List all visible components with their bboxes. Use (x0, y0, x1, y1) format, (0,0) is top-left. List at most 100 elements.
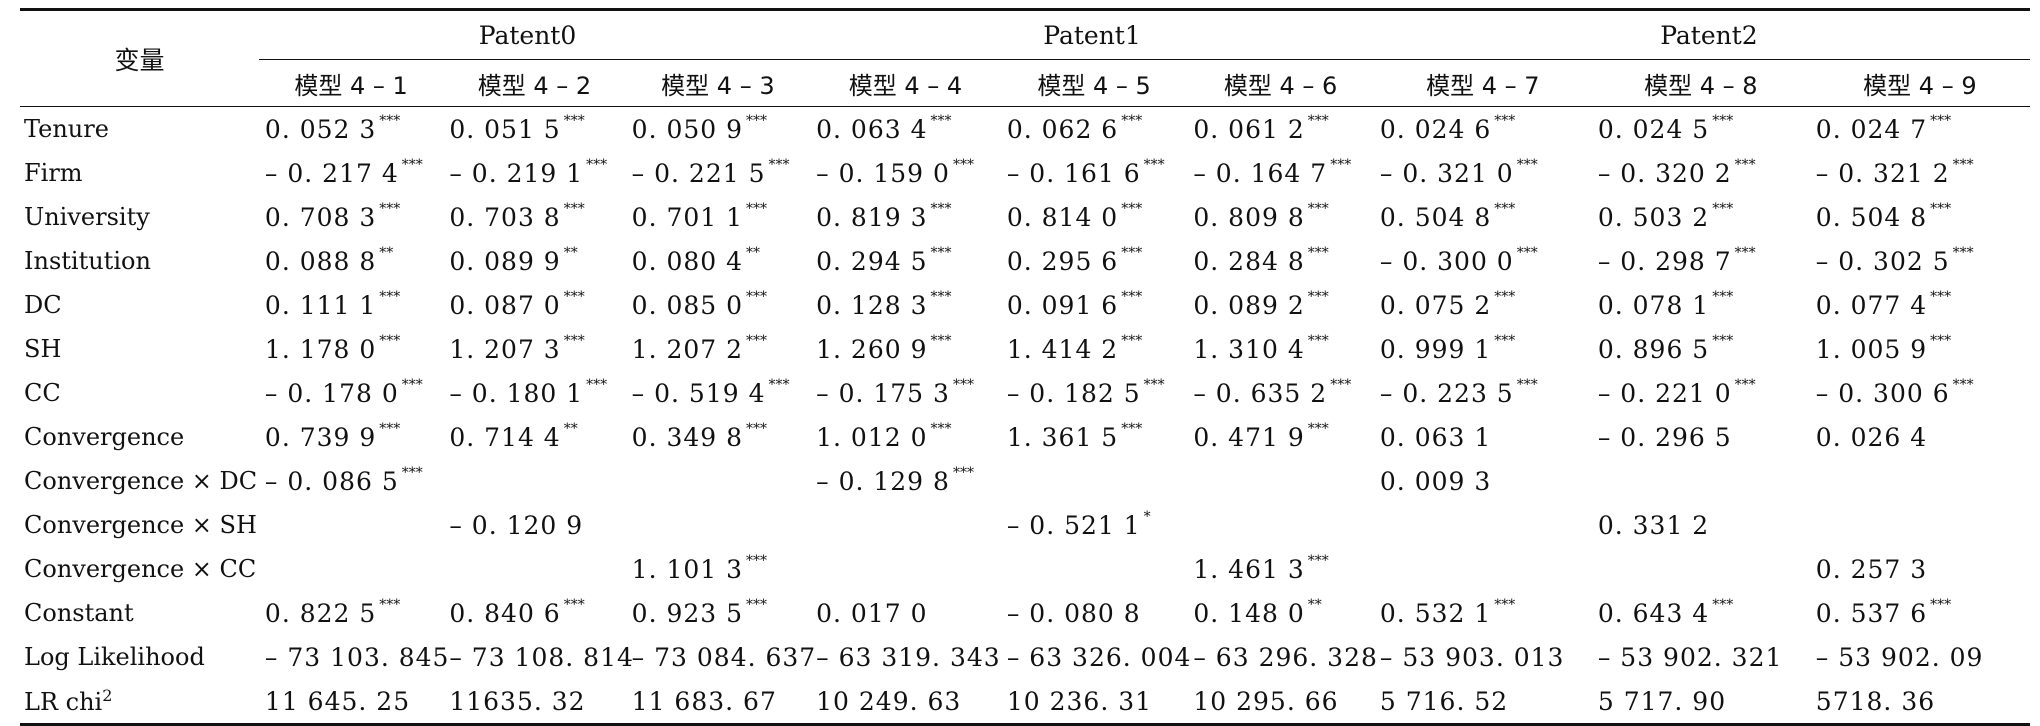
coefficient-cell: 10 236. 31 (1000, 679, 1188, 726)
coefficient-value: 10 249. 63 (816, 686, 962, 716)
table-row: LR chi2 11 645. 25 11635. 32 11 683. 67 10 2… (20, 679, 2030, 726)
coefficient-value: 11 683. 67 (631, 686, 777, 716)
significance-stars: ** (746, 244, 761, 261)
coefficient-cell: 0. 078 1 *** (1592, 283, 1810, 327)
coefficient-cell: 0. 128 3 *** (810, 283, 1001, 327)
coefficient-value: 0. 503 2 (1597, 202, 1710, 232)
coefficient-value: 0. 295 6 (1006, 246, 1119, 276)
group-header-patent0: Patent0 (258, 8, 811, 60)
coefficient-cell: 0. 819 3 *** (810, 195, 1001, 239)
significance-stars: *** (586, 156, 608, 173)
coefficient-cell: – 0. 321 0 *** (1374, 151, 1592, 195)
coefficient-cell: – 0. 635 2 *** (1187, 371, 1374, 415)
significance-stars: *** (1516, 244, 1538, 261)
coefficient-value: – 0. 321 2 (1815, 158, 1950, 188)
group-header-patent2: Patent2 (1373, 8, 2030, 60)
significance-stars: *** (379, 112, 401, 129)
coefficient-cell (1592, 459, 1810, 503)
coefficient-cell: 0. 088 8 ** (259, 239, 443, 283)
coefficient-value: – 0. 300 6 (1815, 378, 1950, 408)
table-row: Convergence × DC – 0. 086 5 *** – 0. 129 8 *… (20, 459, 2030, 503)
coefficient-value: 0. 062 6 (1006, 114, 1119, 144)
coefficient-value: – 53 902. 321 (1597, 642, 1783, 672)
coefficient-cell: – 0. 178 0 *** (259, 371, 443, 415)
row-label-text: Convergence × SH (24, 511, 257, 539)
coefficient-cell: 0. 111 1 *** (259, 283, 443, 327)
coefficient-value: – 53 902. 09 (1815, 642, 1984, 672)
model-header: 模型 4 – 2 (477, 71, 592, 100)
significance-stars: ** (1307, 596, 1322, 613)
row-label-superscript: 2 (102, 686, 113, 705)
coefficient-cell: 0. 537 6 *** (1810, 591, 2030, 635)
significance-stars: *** (379, 288, 401, 305)
coefficient-cell: 0. 708 3 *** (259, 195, 443, 239)
coefficient-cell: 0. 840 6 *** (443, 591, 625, 635)
coefficient-cell: 0. 089 2 *** (1187, 283, 1374, 327)
coefficient-cell: 0. 050 9 *** (625, 106, 811, 151)
model-header: 模型 4 – 3 (661, 71, 775, 100)
coefficient-value: 0. 017 0 (816, 598, 928, 628)
coefficient-value: 1. 101 3 (631, 554, 744, 584)
significance-stars: *** (1952, 156, 1974, 173)
significance-stars: *** (1734, 376, 1756, 393)
table-row: CC – 0. 178 0 *** – 0. 180 1 *** – 0. 519 4 **… (20, 371, 2030, 415)
significance-stars: *** (563, 200, 585, 217)
significance-stars: *** (930, 332, 952, 349)
significance-stars: *** (1712, 112, 1734, 129)
table-row: Convergence 0. 739 9 *** 0. 714 4 ** 0. 349 8… (20, 415, 2030, 459)
coefficient-value: 0. 923 5 (631, 598, 744, 628)
significance-stars: *** (746, 332, 768, 349)
coefficient-value: – 0. 635 2 (1193, 378, 1328, 408)
coefficient-cell: – 0. 223 5 *** (1374, 371, 1592, 415)
coefficient-cell: – 73 084. 637 (626, 635, 816, 679)
coefficient-cell: 0. 504 8 *** (1374, 195, 1592, 239)
coefficient-value: 0. 814 0 (1006, 202, 1119, 232)
coefficient-value: 0. 078 1 (1597, 290, 1710, 320)
significance-stars: *** (1121, 420, 1143, 437)
coefficient-cell: 0. 085 0 *** (626, 283, 810, 327)
coefficient-value: 0. 708 3 (264, 202, 377, 232)
coefficient-cell: – 63 319. 343 (810, 635, 1001, 679)
coefficient-cell: – 63 326. 004 (1001, 635, 1191, 679)
row-label: Convergence × CC (20, 547, 259, 591)
significance-stars: *** (586, 376, 608, 393)
coefficient-cell: 0. 923 5 *** (626, 591, 810, 635)
row-label: SH (20, 327, 259, 371)
significance-stars: *** (1307, 112, 1329, 129)
coefficient-value: – 0. 217 4 (264, 158, 399, 188)
coefficient-cell: – 0. 519 4 *** (626, 371, 810, 415)
coefficient-cell: 11 683. 67 (625, 679, 811, 726)
row-label-text: Convergence × DC (24, 467, 258, 495)
coefficient-value: 0. 089 2 (1193, 290, 1305, 320)
significance-stars: *** (563, 112, 585, 129)
significance-stars: *** (379, 200, 401, 217)
coefficient-value: 0. 504 8 (1815, 202, 1928, 232)
coefficient-value: 0. 080 4 (631, 246, 744, 276)
coefficient-cell: 10 295. 66 (1187, 679, 1374, 726)
table-row: Constant 0. 822 5 *** 0. 840 6 *** 0. 923 5 **… (20, 591, 2030, 635)
coefficient-cell: 1. 207 3 *** (443, 327, 625, 371)
coefficient-value: – 0. 180 1 (449, 378, 584, 408)
coefficient-value: 0. 471 9 (1193, 422, 1305, 452)
coefficient-value: – 0. 161 6 (1006, 158, 1141, 188)
coefficient-cell: – 0. 298 7 *** (1592, 239, 1810, 283)
row-label-text: Constant (24, 599, 134, 627)
row-label-text: LR chi (24, 688, 103, 716)
coefficient-value: 0. 061 2 (1193, 114, 1305, 144)
coefficient-value: – 0. 080 8 (1006, 598, 1141, 628)
coefficient-value: – 0. 164 7 (1193, 158, 1328, 188)
coefficient-cell: 0. 739 9 *** (259, 415, 443, 459)
coefficient-cell: 0. 017 0 (810, 591, 1001, 635)
significance-stars: *** (1712, 596, 1734, 613)
header-row-groups: 变量 Patent0 Patent1 Patent2 (20, 8, 2030, 107)
row-label: Log Likelihood (20, 635, 259, 679)
coefficient-cell: 1. 207 2 *** (626, 327, 810, 371)
coefficient-value: 1. 012 0 (816, 422, 928, 452)
coefficient-cell (626, 459, 810, 503)
coefficient-cell (626, 503, 810, 547)
coefficient-value: 0. 257 3 (1815, 554, 1928, 584)
coefficient-value: 1. 414 2 (1006, 334, 1119, 364)
coefficient-cell: 1. 414 2 *** (1001, 327, 1188, 371)
coefficient-value: 0. 739 9 (264, 422, 377, 452)
significance-stars: *** (768, 376, 790, 393)
